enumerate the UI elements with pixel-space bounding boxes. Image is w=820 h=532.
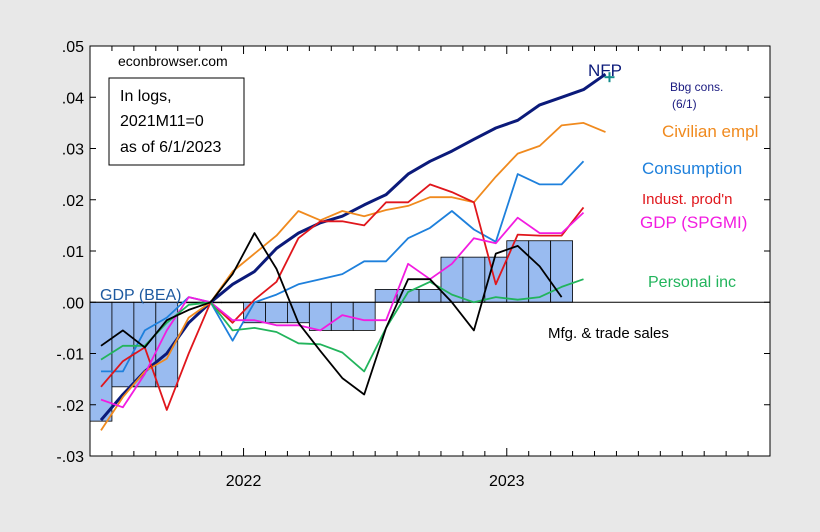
- y-tick-label: -.01: [56, 347, 84, 364]
- gdp-bea-bar: [265, 301, 288, 324]
- series-label-personal-inc: Personal inc: [648, 274, 736, 291]
- series-label-consumption: Consumption: [642, 159, 742, 178]
- y-tick-label: .02: [62, 193, 84, 210]
- y-tick-label: .01: [62, 244, 84, 261]
- series-line-civilian-empl: [100, 122, 606, 431]
- bbg-consensus-label: Bbg cons.: [670, 80, 723, 94]
- series-lines: [99, 72, 615, 431]
- series-label-gdp-spgmi-: GDP (SPGMI): [640, 213, 747, 232]
- series-line-indust-prod-n: [100, 183, 585, 411]
- gdp-bea-bar: [308, 301, 332, 331]
- series-label-gdp-bea: GDP (BEA): [100, 287, 182, 304]
- gdp-bea-bars: [89, 240, 573, 422]
- y-tick-label: -.02: [56, 398, 84, 415]
- y-tick-label: .04: [62, 90, 84, 107]
- x-axis: 2022 2023: [89, 46, 771, 490]
- series-line-mfg-trade-sales: [100, 232, 563, 396]
- x-tick-label: 2022: [226, 473, 262, 490]
- site-label: econbrowser.com: [118, 53, 228, 69]
- note-line-3: as of 6/1/2023: [120, 139, 222, 156]
- gdp-bea-bar: [89, 301, 113, 422]
- series-line-nfp: [99, 72, 607, 422]
- gdp-bea-bar: [418, 289, 442, 303]
- bbg-consensus-date: (6/1): [672, 97, 697, 111]
- note-line-1: In logs,: [120, 88, 172, 105]
- gdp-bea-bar: [550, 240, 573, 303]
- y-tick-label: -.03: [56, 449, 84, 466]
- series-labels: NFP Civilian empl Consumption Indust. prod'…: [100, 61, 758, 342]
- series-label-mfg-trade-sales: Mfg. & trade sales: [548, 325, 669, 342]
- gdp-bea-bar: [462, 256, 486, 303]
- series-line-gdp-spgmi-: [100, 211, 585, 409]
- y-tick-label: .00: [62, 295, 84, 312]
- y-axis: .05 .04 .03 .02 .01 .00 -.01 -.02 -.03: [56, 39, 770, 466]
- series-label-nfp: NFP: [588, 61, 622, 80]
- series-line-personal-inc: [100, 278, 584, 373]
- note-line-2: 2021M11=0: [120, 113, 204, 130]
- gdp-bea-bar: [352, 301, 376, 331]
- gdp-bea-bar: [111, 301, 135, 388]
- series-label-civilian-empl: Civilian empl: [662, 122, 758, 141]
- series-label-indust-prod-n: Indust. prod'n: [642, 191, 732, 208]
- y-tick-label: .03: [62, 142, 84, 159]
- x-tick-label: 2023: [489, 473, 525, 490]
- series-line-consumption: [101, 160, 585, 373]
- note-box: [108, 77, 245, 166]
- y-tick-label: .05: [62, 39, 84, 56]
